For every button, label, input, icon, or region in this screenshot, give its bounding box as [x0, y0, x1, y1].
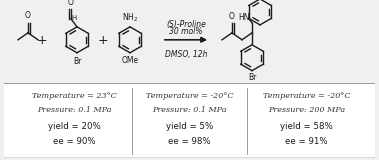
Text: HN: HN — [238, 13, 250, 22]
Text: O: O — [229, 12, 235, 21]
FancyBboxPatch shape — [0, 83, 379, 158]
Text: +: + — [37, 34, 47, 47]
Text: 30 mol%: 30 mol% — [169, 27, 203, 36]
Text: Br: Br — [73, 57, 81, 66]
Text: yield = 5%: yield = 5% — [166, 122, 213, 131]
Text: Pressure: 0.1 MPa: Pressure: 0.1 MPa — [37, 106, 111, 114]
Text: Pressure: 200 MPa: Pressure: 200 MPa — [268, 106, 345, 114]
Text: NH$_2$: NH$_2$ — [122, 11, 138, 24]
Text: ee = 91%: ee = 91% — [285, 137, 328, 146]
Text: OMe: OMe — [121, 56, 139, 65]
Text: +: + — [98, 34, 108, 47]
Text: DMSO, 12h: DMSO, 12h — [165, 50, 207, 59]
Text: (S)-Proline: (S)-Proline — [166, 20, 206, 29]
Text: O: O — [68, 0, 74, 7]
Text: ee = 98%: ee = 98% — [168, 137, 211, 146]
Text: Br: Br — [248, 73, 256, 82]
Text: Temperature = -20°C: Temperature = -20°C — [146, 92, 233, 100]
Text: yield = 58%: yield = 58% — [280, 122, 333, 131]
Text: O: O — [25, 11, 31, 20]
Text: H: H — [71, 15, 77, 21]
Text: Temperature = -20°C: Temperature = -20°C — [263, 92, 350, 100]
Text: ee = 90%: ee = 90% — [53, 137, 96, 146]
Text: Pressure: 0.1 MPa: Pressure: 0.1 MPa — [152, 106, 227, 114]
Text: yield = 20%: yield = 20% — [48, 122, 101, 131]
Text: Temperature = 23°C: Temperature = 23°C — [32, 92, 117, 100]
